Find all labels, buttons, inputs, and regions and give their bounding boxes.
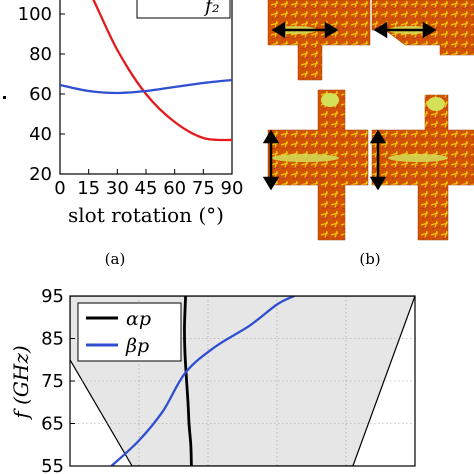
chart-a-legend-fragment: f₂	[203, 0, 220, 17]
caption-b: (b)	[359, 250, 380, 268]
chart-a-xlabel: slot rotation (°)	[68, 203, 224, 227]
chart-a-legend-box	[136, 0, 231, 19]
chart-a-x-tick-label: 45	[135, 178, 158, 199]
chart-a-x-tick-label: 90	[221, 178, 244, 199]
chart-a-series-red	[92, 0, 232, 142]
chart-b-series-beta	[110, 296, 295, 466]
chart-b-y-tick-label: 85	[41, 329, 64, 350]
field-hotspot	[388, 154, 448, 162]
chart-a-x-ticks: 0 15 30 45 60 75 90	[54, 169, 243, 199]
caption-a: (a)	[105, 250, 126, 268]
chart-a-x-tick-label: 15	[77, 178, 100, 199]
chart-b-series-alpha	[183, 296, 193, 466]
chart-b-legend: αp βp	[77, 302, 182, 362]
field-plot	[262, 0, 474, 241]
chart-a-y-tick-label: 20	[29, 164, 52, 185]
chart-b-y-tick-label: 75	[41, 371, 64, 392]
chart-b-legend-box	[77, 302, 182, 362]
chart-a-y-tick-label: 40	[29, 124, 52, 145]
chart-a-series-blue	[60, 78, 232, 95]
field-slot-bottom-right	[371, 94, 474, 241]
chart-a-y-tick-label: 100	[18, 4, 52, 25]
field-hotspot	[271, 154, 339, 162]
chart-a-y-tick-label: 60	[29, 84, 52, 105]
double-arrow-vertical-icon	[262, 129, 280, 191]
chart-b-y-tick-label: 95	[41, 286, 64, 307]
chart-a-frame	[59, 0, 233, 175]
chart-a-x-tick-label: 30	[106, 178, 129, 199]
legend-label-alpha: αp	[126, 308, 151, 330]
chart-a-y-tick-label: 80	[29, 44, 52, 65]
chart-b-ylabel: f (GHz)	[9, 345, 33, 420]
chart-a-x-tick-label: 0	[54, 178, 65, 199]
chart-a-y-ticks: 20 40 60 80 100	[18, 4, 65, 185]
axis-mark	[3, 96, 6, 99]
field-hotspot	[321, 93, 339, 107]
field-slot-top-left	[267, 0, 371, 81]
legend-label-beta: βp	[125, 335, 149, 357]
field-slot-bottom-left	[267, 89, 369, 241]
chart-b: 55 65 75 85 95 f (GHz) αp βp	[9, 286, 416, 474]
chart-b-y-ticks: 55 65 75 85 95	[41, 286, 75, 474]
field-hotspot	[427, 97, 445, 111]
chart-a-x-tick-label: 75	[192, 178, 215, 199]
double-arrow-vertical-icon	[369, 129, 387, 191]
chart-b-y-tick-label: 65	[41, 414, 64, 435]
chart-a-x-tick-label: 60	[163, 178, 186, 199]
double-arrow-horizontal-icon	[271, 21, 339, 39]
double-arrow-horizontal-icon	[373, 21, 437, 39]
chart-b-y-tick-label: 55	[41, 456, 64, 474]
